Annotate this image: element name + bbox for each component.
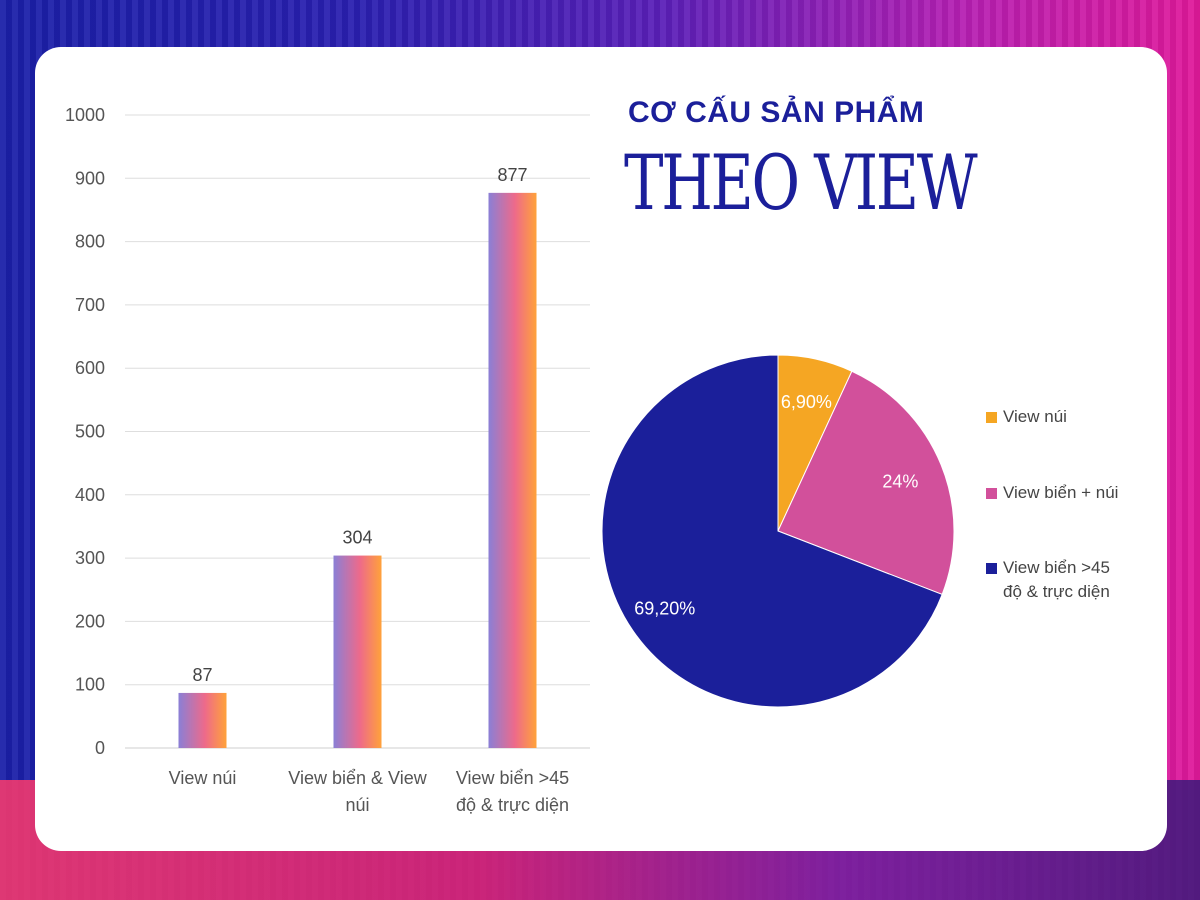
bar [488,192,537,748]
pie-slice [777,370,955,596]
y-tick-label: 700 [75,295,105,315]
legend-label: độ & trực diện [1003,582,1110,601]
x-tick-label: núi [345,795,369,815]
x-tick-label: độ & trực diện [456,795,569,815]
y-tick-label: 100 [75,675,105,695]
bar-chart: 0 100 200 300 400 500 600 700 800 900 1000 87 View n… [65,105,590,815]
bar [333,555,382,748]
legend-label: View biển >45 [1003,558,1110,577]
pie-chart: 6,90% 24% 69,20% [601,354,955,708]
title-line-2: THEO VIEW [624,138,978,227]
pie-data-label: 24% [882,471,918,491]
pie-data-label: 6,90% [781,392,832,412]
y-tick-label: 900 [75,168,105,188]
legend-swatch [986,563,997,574]
x-tick-label: View núi [169,768,237,788]
legend-item: View biển >45 độ & trực diện [986,556,1153,604]
y-tick-label: 500 [75,422,105,442]
legend-label: View núi [1003,407,1067,426]
pie-slice [601,354,943,708]
y-tick-label: 600 [75,358,105,378]
y-tick-label: 400 [75,485,105,505]
legend-item: View núi [986,405,1067,429]
pie-data-label: 69,20% [634,599,695,619]
bar-data-label: 877 [497,165,527,185]
y-tick-label: 0 [95,738,105,758]
bar [178,692,227,748]
bar-data-label: 87 [192,665,212,685]
y-tick-label: 800 [75,232,105,252]
y-tick-label: 200 [75,611,105,631]
legend-swatch [986,488,997,499]
x-tick-label: View biển >45 [456,768,569,788]
x-tick-label: View biển & View [288,768,427,788]
legend-label: View biển + núi [1003,483,1119,502]
legend-item: View biển + núi [986,481,1118,505]
y-tick-label: 1000 [65,105,105,125]
title-line-1: CƠ CẤU SẢN PHẨM [628,96,925,129]
legend-swatch [986,412,997,423]
bar-data-label: 304 [342,528,372,548]
y-tick-label: 300 [75,548,105,568]
